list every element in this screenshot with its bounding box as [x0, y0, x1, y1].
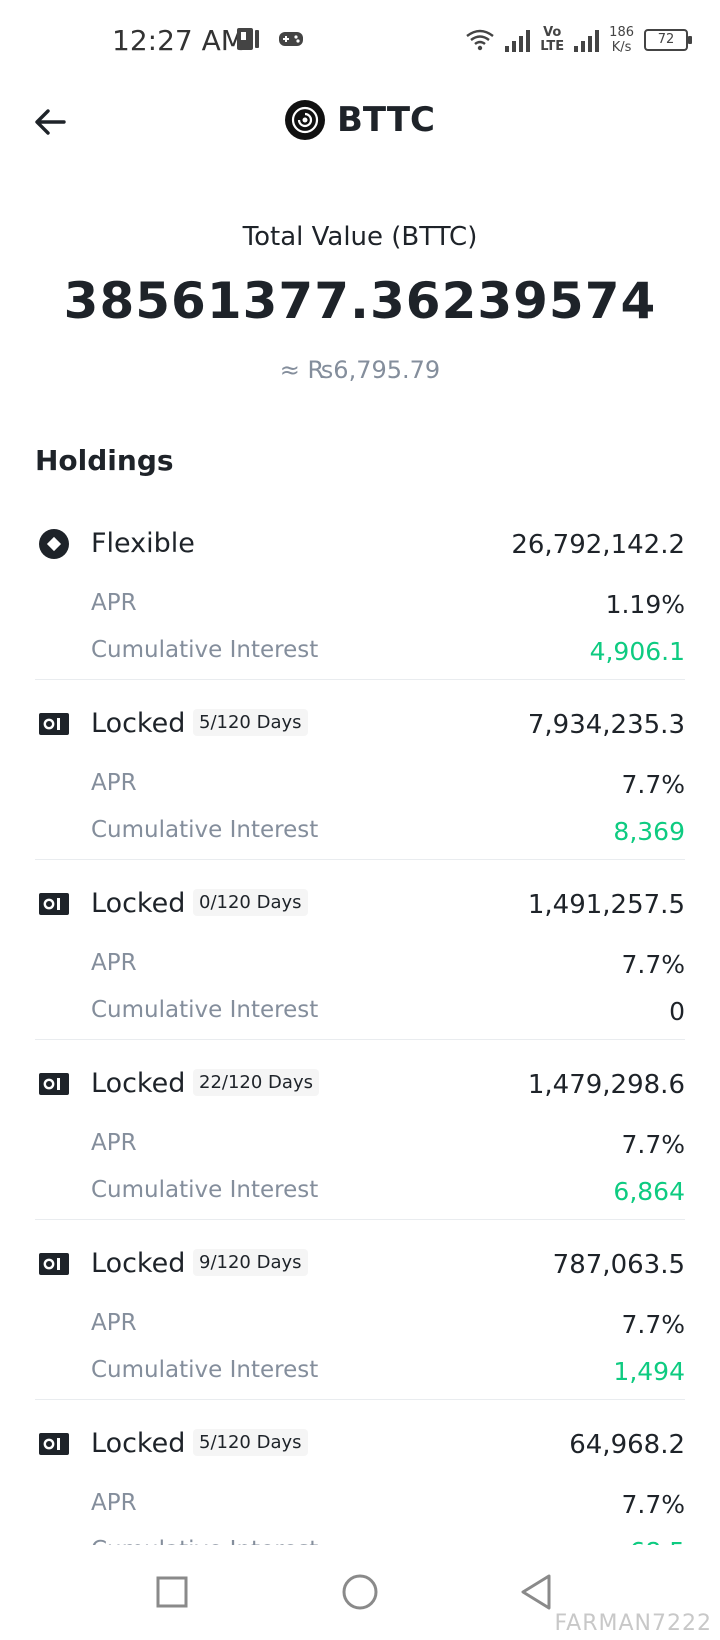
lock-period-badge: 5/120 Days — [193, 1429, 308, 1456]
total-value: 38561377.36239574 — [63, 272, 657, 330]
locked-icon — [38, 1251, 70, 1283]
locked-icon — [38, 711, 70, 743]
holding-amount: 64,968.2 — [569, 1430, 685, 1460]
cumulative-interest-label: Cumulative Interest — [91, 997, 319, 1023]
square-icon — [156, 1576, 188, 1608]
holding-type: Locked — [91, 888, 186, 919]
cumulative-interest-label: Cumulative Interest — [91, 1537, 318, 1545]
holding-type: Locked — [91, 1428, 186, 1459]
gamepad-icon — [279, 32, 303, 46]
holding-item[interactable]: Locked 0/120 Days 1,491,257.5 APR 7.7% Cumula… — [35, 860, 685, 1040]
status-icons: Vo LTE 186 K/s 72 — [465, 20, 692, 60]
total-fiat-value: ≈ ₨6,795.79 — [279, 356, 441, 384]
holding-amount: 1,479,298.6 — [527, 1070, 685, 1100]
holdings-title: Holdings — [35, 444, 174, 477]
holding-item[interactable]: Locked 5/120 Days 64,968.2 APR 7.7% Cumulativ… — [35, 1400, 685, 1545]
apr-value: 7.7% — [621, 1130, 685, 1159]
total-value-label: Total Value (BTTC) — [242, 222, 478, 252]
cumulative-interest-label: Cumulative Interest — [91, 637, 319, 663]
lock-period-badge: 5/120 Days — [193, 709, 308, 736]
cumulative-interest-value: 1,494 — [613, 1357, 685, 1386]
holding-amount: 1,491,257.5 — [527, 890, 685, 920]
lock-period-badge: 0/120 Days — [193, 889, 308, 916]
locked-icon — [38, 1431, 70, 1463]
holding-item[interactable]: Flexible 26,792,142.2 APR 1.19% Cumulative I… — [35, 500, 685, 680]
holding-item[interactable]: Locked 9/120 Days 787,063.5 APR 7.7% Cumulati… — [35, 1220, 685, 1400]
triangle-back-icon — [521, 1574, 551, 1610]
apr-label: APR — [91, 590, 137, 616]
status-time: 12:27 AM — [112, 24, 245, 57]
holding-type: Flexible — [91, 528, 195, 559]
apr-label: APR — [91, 770, 137, 796]
holding-amount: 26,792,142.2 — [511, 530, 685, 560]
apr-value: 7.7% — [621, 770, 685, 799]
holding-type: Locked — [91, 708, 186, 739]
locked-icon — [38, 1071, 70, 1103]
home-button[interactable] — [338, 1570, 382, 1614]
cumulative-interest-value: 6,864 — [613, 1177, 685, 1206]
network-speed: 186 K/s — [609, 25, 634, 55]
cumulative-interest-value: 8,369 — [613, 817, 685, 846]
volte-indicator: Vo LTE — [540, 25, 565, 54]
holding-item[interactable]: Locked 5/120 Days 7,934,235.3 APR 7.7% Cumula… — [35, 680, 685, 860]
cumulative-interest-label: Cumulative Interest — [91, 1177, 319, 1203]
cumulative-interest-value: 0 — [669, 997, 685, 1026]
apr-label: APR — [91, 1310, 137, 1336]
holding-item[interactable]: Locked 22/120 Days 1,479,298.6 APR 7.7% Cumul… — [35, 1040, 685, 1220]
apr-label: APR — [91, 1490, 137, 1516]
bttc-logo-icon — [284, 100, 325, 140]
status-bar: 12:27 AM Vo LTE 186 K/s — [0, 0, 720, 80]
apr-value: 1.19% — [605, 590, 685, 619]
signal-icon-1 — [505, 28, 531, 52]
lock-period-badge: 22/120 Days — [193, 1069, 319, 1096]
cumulative-interest-value: 68.5 — [629, 1537, 685, 1545]
recents-button[interactable] — [150, 1570, 194, 1614]
navigation-bar: FARMAN7222 — [0, 1548, 720, 1640]
lock-period-badge: 9/120 Days — [193, 1249, 308, 1276]
circle-icon — [342, 1574, 378, 1610]
title-group: BTTC — [0, 100, 720, 140]
signal-icon-2 — [574, 28, 600, 52]
cumulative-interest-label: Cumulative Interest — [91, 817, 319, 843]
cumulative-interest-value: 4,906.1 — [589, 637, 685, 666]
notification-app-icon — [237, 28, 259, 50]
system-back-button[interactable] — [514, 1570, 558, 1614]
watermark-text: FARMAN7222 — [554, 1611, 712, 1636]
battery-icon: 72 — [644, 29, 692, 51]
holding-type: Locked — [91, 1068, 186, 1099]
apr-label: APR — [91, 1130, 137, 1156]
locked-icon — [38, 891, 70, 923]
apr-label: APR — [91, 950, 137, 976]
cumulative-interest-label: Cumulative Interest — [91, 1357, 319, 1383]
holding-amount: 7,934,235.3 — [527, 710, 685, 740]
flexible-icon — [38, 528, 70, 560]
page-title: BTTC — [336, 100, 436, 140]
holding-type: Locked — [91, 1248, 186, 1279]
arrow-left-icon — [35, 109, 66, 135]
header: BTTC — [0, 90, 720, 160]
apr-value: 7.7% — [621, 1490, 685, 1519]
apr-value: 7.7% — [621, 1310, 685, 1339]
back-button[interactable] — [28, 100, 72, 144]
apr-value: 7.7% — [621, 950, 685, 979]
wifi-icon — [466, 29, 495, 51]
holdings-list: Flexible 26,792,142.2 APR 1.19% Cumulative I… — [35, 500, 685, 1545]
holding-amount: 787,063.5 — [552, 1250, 685, 1280]
